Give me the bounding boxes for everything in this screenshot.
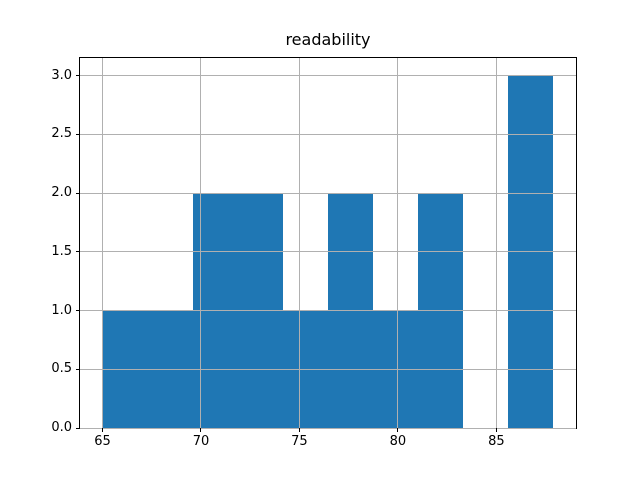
y-tick-label: 1.0 bbox=[51, 302, 72, 318]
y-gridline bbox=[80, 251, 576, 253]
y-gridline bbox=[80, 427, 576, 429]
x-tick-label: 75 bbox=[291, 434, 308, 449]
x-gridline bbox=[397, 58, 399, 428]
y-tick-mark bbox=[76, 368, 80, 370]
x-tick-mark bbox=[495, 428, 497, 432]
plot-area: 65 70 75 80 85 0.0 0.5 1.0 1.5 2.0 2.5 3.0 bbox=[51, 57, 577, 449]
y-tick-label: 0.0 bbox=[51, 420, 72, 435]
grid-layer bbox=[80, 58, 576, 429]
x-tick-label: 80 bbox=[389, 434, 407, 449]
chart-title: readability bbox=[285, 30, 371, 49]
ticks-layer: 65 70 75 80 85 0.0 0.5 1.0 1.5 2.0 2.5 3.0 bbox=[51, 58, 576, 448]
x-gridline bbox=[102, 58, 104, 428]
y-gridline bbox=[80, 192, 576, 194]
y-tick-mark bbox=[76, 192, 80, 194]
x-tick-mark bbox=[200, 428, 202, 432]
y-tick-label: 2.5 bbox=[51, 126, 72, 142]
y-tick-label: 1.5 bbox=[51, 243, 72, 259]
y-tick-label: 2.0 bbox=[51, 185, 72, 201]
y-tick-mark bbox=[76, 251, 80, 253]
y-tick-label: 3.0 bbox=[51, 67, 72, 83]
x-tick-label: 85 bbox=[488, 434, 505, 449]
x-tick-label: 70 bbox=[192, 434, 210, 449]
y-gridline bbox=[80, 310, 576, 312]
x-tick-mark bbox=[397, 428, 399, 432]
y-gridline bbox=[80, 133, 576, 135]
y-tick-mark bbox=[76, 75, 80, 77]
x-tick-mark bbox=[102, 428, 104, 432]
y-gridline bbox=[80, 75, 576, 77]
y-tick-mark bbox=[76, 310, 80, 312]
x-gridline bbox=[495, 58, 497, 428]
y-tick-mark bbox=[76, 427, 80, 429]
y-gridline bbox=[80, 368, 576, 370]
y-tick-mark bbox=[76, 133, 80, 135]
x-tick-label: 65 bbox=[94, 434, 111, 449]
y-tick-label: 0.5 bbox=[51, 361, 72, 377]
x-gridline bbox=[200, 58, 202, 428]
x-gridline bbox=[298, 58, 300, 428]
x-tick-mark bbox=[298, 428, 300, 432]
